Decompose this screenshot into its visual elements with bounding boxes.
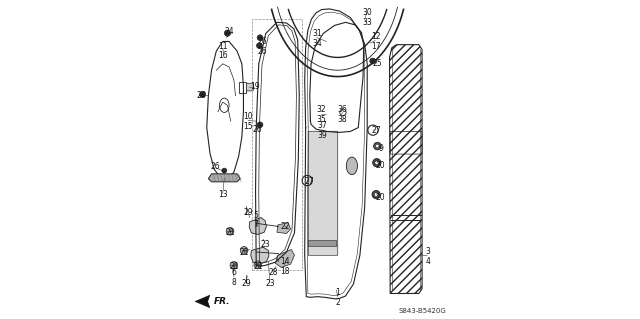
Text: 21: 21 xyxy=(253,262,262,271)
Text: 36
38: 36 38 xyxy=(337,106,348,124)
Circle shape xyxy=(375,161,379,165)
Text: 21: 21 xyxy=(229,262,239,271)
Circle shape xyxy=(254,261,262,269)
Circle shape xyxy=(372,190,380,199)
Text: 23: 23 xyxy=(260,240,270,249)
FancyBboxPatch shape xyxy=(308,240,336,246)
Circle shape xyxy=(225,30,230,36)
Polygon shape xyxy=(195,295,210,308)
Text: 1
2: 1 2 xyxy=(335,288,340,307)
Circle shape xyxy=(226,227,234,235)
Text: S843-B5420G: S843-B5420G xyxy=(398,308,446,314)
Text: 25: 25 xyxy=(372,59,382,68)
Circle shape xyxy=(222,168,227,173)
Text: 26: 26 xyxy=(253,125,262,134)
Text: 20: 20 xyxy=(376,161,385,170)
Text: 14
18: 14 18 xyxy=(280,257,290,276)
Ellipse shape xyxy=(346,157,358,175)
Bar xyxy=(252,19,302,270)
Text: FR.: FR. xyxy=(214,297,230,306)
Text: 37
39: 37 39 xyxy=(317,122,328,140)
Text: 21: 21 xyxy=(225,228,235,237)
Polygon shape xyxy=(259,38,262,41)
Text: 31
34: 31 34 xyxy=(312,29,322,48)
Polygon shape xyxy=(226,33,229,37)
Circle shape xyxy=(200,91,205,98)
Circle shape xyxy=(372,159,381,167)
Circle shape xyxy=(374,193,378,197)
Circle shape xyxy=(374,142,381,150)
Polygon shape xyxy=(222,170,227,173)
Polygon shape xyxy=(209,174,240,182)
Text: 32
35: 32 35 xyxy=(317,106,326,124)
Polygon shape xyxy=(259,125,262,128)
FancyBboxPatch shape xyxy=(246,83,253,91)
Text: 29: 29 xyxy=(241,279,251,288)
Polygon shape xyxy=(223,171,226,174)
Text: 27: 27 xyxy=(304,177,314,186)
Polygon shape xyxy=(258,46,261,49)
Circle shape xyxy=(257,43,262,48)
Text: 24: 24 xyxy=(196,91,206,100)
Text: 33: 33 xyxy=(362,18,372,27)
Circle shape xyxy=(257,35,263,41)
Circle shape xyxy=(257,122,263,128)
Text: 5
7: 5 7 xyxy=(254,211,259,229)
Text: 30: 30 xyxy=(362,8,372,17)
Text: 19: 19 xyxy=(250,82,259,91)
Text: 26: 26 xyxy=(257,37,267,46)
Circle shape xyxy=(230,262,237,269)
Text: 28: 28 xyxy=(268,268,278,277)
Text: 6
8: 6 8 xyxy=(232,268,236,287)
Text: 11
16: 11 16 xyxy=(218,42,227,60)
Text: 12
17: 12 17 xyxy=(371,32,381,51)
Circle shape xyxy=(240,247,248,254)
Polygon shape xyxy=(277,223,291,234)
Text: 13: 13 xyxy=(218,190,227,199)
Text: 10
15: 10 15 xyxy=(243,112,253,130)
Polygon shape xyxy=(251,247,269,264)
Polygon shape xyxy=(275,249,294,267)
Circle shape xyxy=(370,58,376,64)
Circle shape xyxy=(376,145,379,148)
Text: 23: 23 xyxy=(265,279,275,288)
Text: 29: 29 xyxy=(243,208,253,217)
Polygon shape xyxy=(371,61,374,64)
Text: 26: 26 xyxy=(211,162,221,171)
Text: 24: 24 xyxy=(224,27,234,36)
Text: 9: 9 xyxy=(379,144,384,153)
Text: 26: 26 xyxy=(257,47,267,56)
Text: 3
4: 3 4 xyxy=(426,248,430,266)
Text: 22: 22 xyxy=(280,222,290,231)
Text: 21: 21 xyxy=(239,248,249,256)
Text: 27: 27 xyxy=(371,126,381,135)
Text: 20: 20 xyxy=(375,193,385,202)
Polygon shape xyxy=(249,218,266,234)
FancyBboxPatch shape xyxy=(308,131,337,255)
Polygon shape xyxy=(201,94,204,98)
